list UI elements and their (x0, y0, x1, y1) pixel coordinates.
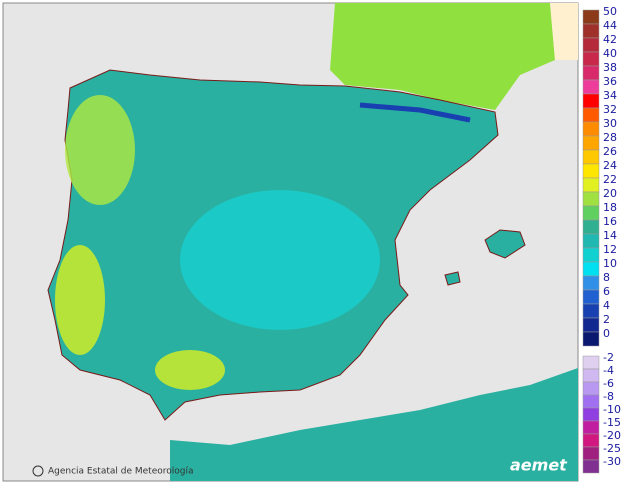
legend-label: 16 (603, 215, 617, 228)
legend-label: 40 (603, 47, 617, 60)
legend-swatch (582, 275, 600, 291)
credit: Agencia Estatal de Meteorología (48, 467, 194, 477)
legend-label: -2 (603, 351, 614, 364)
legend-label: 26 (603, 145, 617, 158)
legend-swatch (582, 23, 600, 39)
mallorca (484, 229, 526, 259)
cold-mountains (359, 102, 471, 123)
legend-swatch (582, 247, 600, 263)
legend-label: 12 (603, 243, 617, 256)
legend-label: 4 (603, 299, 610, 312)
legend-swatch (582, 149, 600, 165)
legend-swatch (582, 433, 600, 448)
north-africa (170, 368, 578, 481)
legend-label: 8 (603, 271, 610, 284)
legend-swatch (582, 51, 600, 67)
legend-swatch (582, 191, 600, 207)
legend-swatch (582, 9, 600, 25)
legend: 5044424038363432302826242220181614121086… (582, 5, 621, 474)
legend-label: 22 (603, 173, 617, 186)
legend-swatch (582, 261, 600, 277)
legend-label: -6 (603, 377, 614, 390)
legend-swatch (582, 37, 600, 53)
legend-swatch (582, 93, 600, 109)
legend-label: 0 (603, 327, 610, 340)
legend-swatch (582, 331, 600, 347)
legend-label: 14 (603, 229, 617, 242)
legend-swatch (582, 107, 600, 123)
legend-swatch (582, 381, 600, 396)
legend-label: -20 (603, 429, 621, 442)
legend-swatch (582, 177, 600, 193)
legend-label: 38 (603, 61, 617, 74)
legend-label: 42 (603, 33, 617, 46)
corner-land (550, 3, 578, 60)
logo: aemet (510, 456, 568, 475)
legend-label: -30 (603, 455, 621, 468)
legend-swatch (582, 163, 600, 179)
ibiza (444, 271, 461, 286)
legend-label: 28 (603, 131, 617, 144)
legend-label: 36 (603, 75, 617, 88)
legend-swatch (582, 135, 600, 151)
warm-area (155, 350, 225, 390)
legend-label: 10 (603, 257, 617, 270)
legend-swatch (582, 205, 600, 221)
legend-swatch (582, 368, 600, 383)
legend-swatch (582, 420, 600, 435)
legend-swatch (582, 355, 600, 370)
legend-swatch (582, 289, 600, 305)
legend-label: 30 (603, 117, 617, 130)
legend-swatch (582, 65, 600, 81)
legend-swatch (582, 394, 600, 409)
legend-label: 18 (603, 201, 617, 214)
legend-label: -4 (603, 364, 614, 377)
legend-label: 20 (603, 187, 617, 200)
legend-label: 32 (603, 103, 617, 116)
legend-label: 44 (603, 19, 617, 32)
legend-label: 24 (603, 159, 617, 172)
legend-label: -25 (603, 442, 621, 455)
legend-swatch (582, 317, 600, 333)
warm-area (65, 95, 135, 205)
legend-swatch (582, 233, 600, 249)
credit-icon (32, 465, 44, 477)
legend-swatch (582, 459, 600, 474)
legend-label: -8 (603, 390, 614, 403)
interior-plateau (180, 190, 380, 330)
legend-swatch (582, 407, 600, 422)
legend-label: 2 (603, 313, 610, 326)
legend-label: 50 (603, 5, 617, 18)
legend-label: 34 (603, 89, 617, 102)
legend-label: -10 (603, 403, 621, 416)
warm-area (55, 245, 105, 355)
legend-swatch (582, 446, 600, 461)
legend-swatch (582, 303, 600, 319)
legend-swatch (582, 121, 600, 137)
legend-swatch (582, 79, 600, 95)
france (330, 3, 555, 110)
legend-label: 6 (603, 285, 610, 298)
legend-label: -15 (603, 416, 621, 429)
legend-swatch (582, 219, 600, 235)
